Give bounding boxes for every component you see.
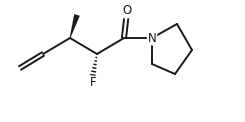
Text: N: N — [148, 31, 156, 45]
Polygon shape — [70, 14, 80, 38]
Text: O: O — [122, 5, 132, 17]
Text: F: F — [90, 76, 96, 90]
